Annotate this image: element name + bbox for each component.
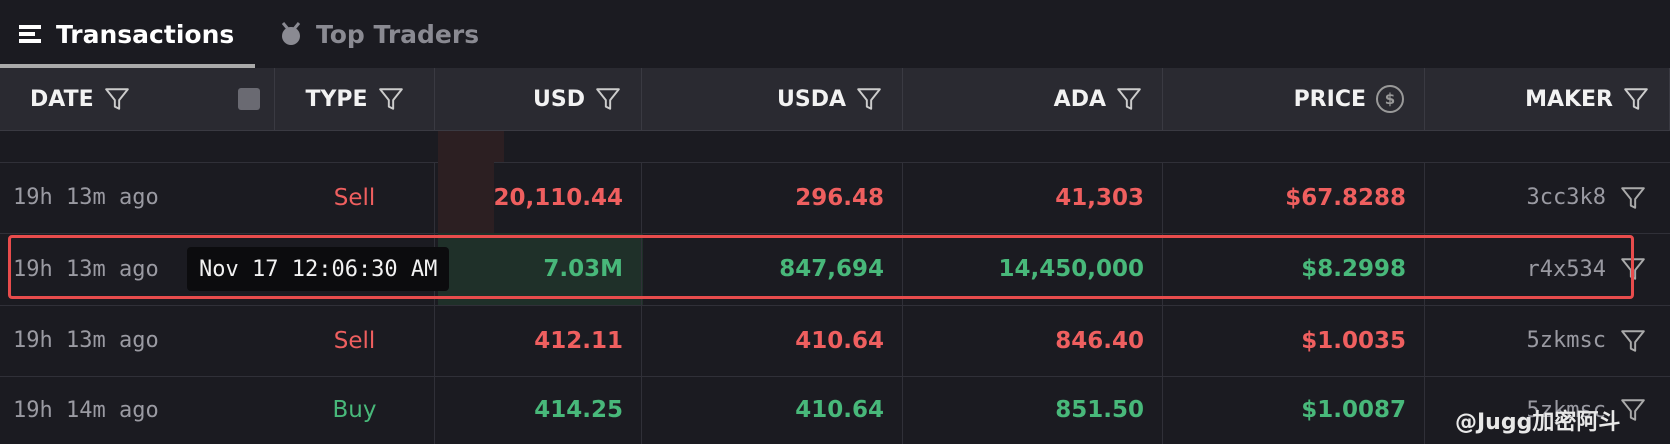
medal-icon: [281, 22, 301, 45]
filter-icon[interactable]: [104, 86, 130, 112]
filter-icon[interactable]: [378, 86, 404, 112]
maker: 3cc3k8: [1526, 185, 1606, 210]
maker-cell: 5zkmsc: [1425, 305, 1670, 376]
usda-cell: 410.64: [642, 305, 903, 376]
ada-cell: 14,450,000: [903, 233, 1163, 305]
column-title: PRICE: [1293, 86, 1366, 112]
filter-icon[interactable]: [1620, 256, 1646, 282]
ada-cell: 851.50: [903, 376, 1163, 444]
column-title: TYPE: [305, 86, 368, 112]
date-cell: 19h 13m ago: [13, 185, 159, 210]
column-header[interactable]: ADA: [903, 68, 1163, 130]
volume-bar: [438, 162, 494, 233]
column-header[interactable]: USD: [435, 68, 642, 130]
list-icon: [19, 25, 41, 43]
maker-cell: 5zkmsc: [1425, 376, 1670, 444]
maker-cell: r4x534: [1425, 233, 1670, 305]
partial-row: [0, 131, 1670, 163]
type-cell: Sell: [275, 305, 435, 376]
table-row: 19h 13m ago Sell 412.11 410.64 846.40 $1.0035…: [0, 305, 1670, 377]
tab[interactable]: Transactions: [18, 0, 234, 68]
calendar-icon[interactable]: [238, 88, 260, 110]
column-header[interactable]: USDA: [642, 68, 903, 130]
tab-label: Top Traders: [316, 19, 480, 49]
usda-cell: 410.64: [642, 376, 903, 444]
ada-cell: 846.40: [903, 305, 1163, 376]
table-row: 19h 14m ago Buy 414.25 410.64 851.50 $1.0087 5…: [0, 376, 1670, 444]
column-title: ADA: [1053, 86, 1106, 112]
maker: 5zkmsc: [1526, 397, 1606, 423]
date-cell: 19h 14m ago: [13, 397, 159, 423]
usda-cell: 847,694: [642, 233, 903, 305]
filter-icon[interactable]: [595, 86, 621, 112]
price-cell: $8.2998: [1163, 233, 1425, 305]
price-cell: $1.0035: [1163, 305, 1425, 376]
filter-icon[interactable]: [1620, 328, 1646, 354]
column-header[interactable]: MAKER: [1425, 68, 1670, 130]
filter-icon[interactable]: [1623, 86, 1649, 112]
tab-label: Transactions: [56, 19, 235, 49]
tab-underline: [0, 64, 255, 68]
ada-cell: 41,303: [903, 162, 1163, 233]
column-title: USDA: [777, 86, 846, 112]
column-title: MAKER: [1525, 86, 1613, 112]
filter-icon[interactable]: [1620, 185, 1646, 211]
currency-icon: $: [1376, 85, 1404, 113]
price-cell: $1.0087: [1163, 376, 1425, 444]
date-cell: 19h 13m ago: [13, 256, 159, 282]
column-title: DATE: [30, 86, 94, 112]
usd-cell: 20,110.44: [435, 162, 642, 233]
volume-bar: [438, 233, 643, 305]
column-header[interactable]: TYPE: [275, 68, 435, 130]
price-cell: $67.8288: [1163, 162, 1425, 233]
filter-icon[interactable]: [856, 86, 882, 112]
usda-cell: 296.48: [642, 162, 903, 233]
column-header[interactable]: DATE: [0, 68, 275, 130]
volume-bar: [438, 131, 504, 162]
type-cell: Sell: [275, 162, 435, 233]
table-header: DATE TYPE USD USDA ADA PRICE $ MAKER: [0, 68, 1670, 131]
usd-cell: 412.11: [435, 305, 642, 376]
maker-cell: 3cc3k8: [1425, 162, 1670, 233]
maker: 5zkmsc: [1526, 328, 1606, 353]
watermark: @Jugg加密阿斗: [1455, 410, 1621, 435]
table-row: 19h 13m ago 7.03M 847,694 14,450,000 $8.2998…: [0, 233, 1670, 306]
tooltip: Nov 17 12:06:30 AM: [187, 247, 450, 291]
usd-cell: 414.25: [435, 376, 642, 444]
tab[interactable]: Top Traders: [278, 0, 479, 68]
filter-icon[interactable]: [1620, 397, 1646, 423]
type-cell: Buy: [275, 376, 435, 444]
filter-icon[interactable]: [1116, 86, 1142, 112]
usd-cell: 7.03M: [435, 233, 642, 305]
table-row: 19h 13m ago Sell 20,110.44 296.48 41,303 $67.…: [0, 162, 1670, 234]
column-title: USD: [533, 86, 585, 112]
maker: r4x534: [1526, 256, 1606, 282]
column-header[interactable]: PRICE $: [1163, 68, 1425, 130]
date-cell: 19h 13m ago: [13, 328, 159, 353]
